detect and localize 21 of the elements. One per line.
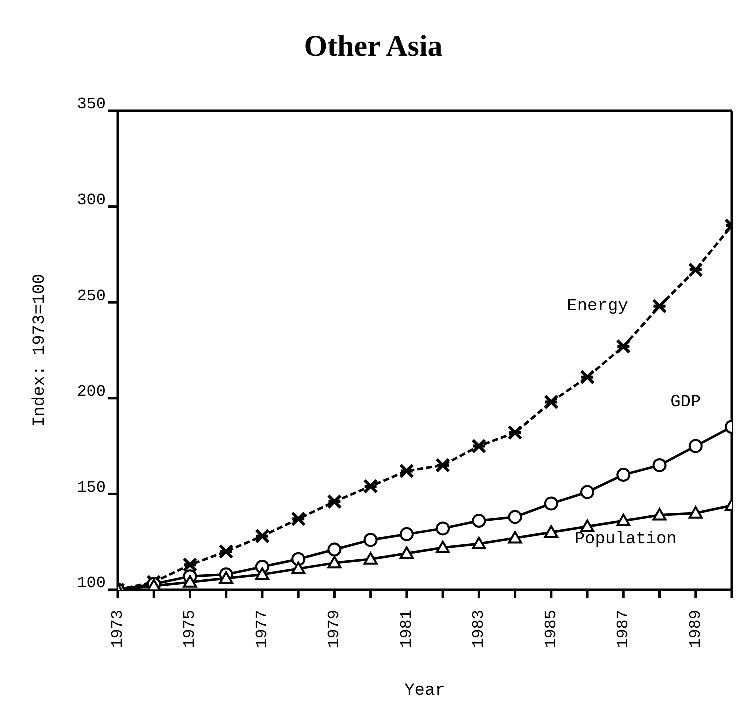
x-tick-label: 1979 (326, 610, 344, 648)
y-tick-label: 250 (77, 287, 106, 306)
y-tick-label: 100 (77, 574, 106, 593)
x-tick-label: 1987 (614, 610, 633, 648)
x-tick-label: 1989 (686, 610, 705, 648)
y-tick-label: 200 (77, 383, 106, 402)
x-tick-label: 1983 (470, 610, 488, 648)
x-tick-label: 1977 (253, 610, 272, 648)
y-axis-title: Index: 1973=100 (31, 274, 50, 428)
x-tick-label: 1985 (542, 610, 560, 648)
y-tick-label: 350 (77, 96, 106, 114)
series-label: GDP (670, 393, 702, 412)
x-tick-label: 1975 (181, 610, 200, 648)
chart-title: Other Asia (303, 29, 444, 65)
x-axis-title: Year (404, 682, 446, 701)
y-tick-label: 150 (77, 478, 106, 497)
series-label: Energy (567, 297, 628, 316)
x-tick-label: 1973 (109, 610, 127, 648)
series-label: Population (574, 530, 677, 550)
x-tick-label: 1981 (398, 610, 416, 648)
y-tick-label: 300 (77, 191, 106, 210)
